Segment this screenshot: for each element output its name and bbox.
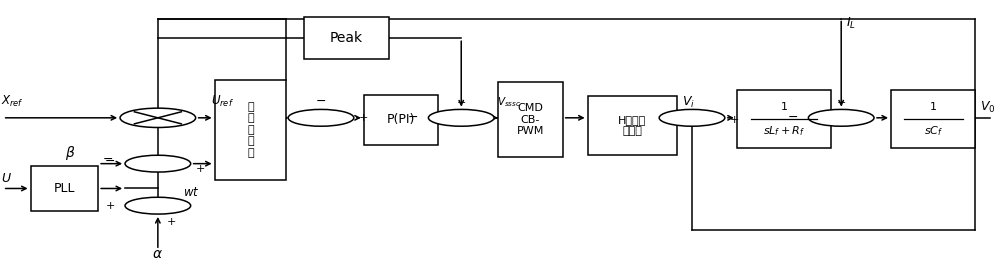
Text: +: +: [106, 201, 115, 211]
Text: +: +: [196, 164, 205, 174]
Text: +: +: [837, 98, 846, 108]
Text: CMD
CB-
PWM: CMD CB- PWM: [517, 103, 544, 136]
Text: +: +: [730, 115, 739, 125]
Text: $sL_f+R_f$: $sL_f+R_f$: [763, 124, 805, 138]
Text: −: −: [103, 153, 113, 166]
Text: PLL: PLL: [54, 182, 75, 195]
Bar: [498, 82, 563, 157]
Text: +: +: [359, 113, 368, 123]
Text: −: −: [788, 111, 799, 124]
Text: $U$: $U$: [1, 172, 12, 185]
Text: $X_{ref}$: $X_{ref}$: [1, 94, 24, 109]
Text: −: −: [316, 95, 326, 108]
Text: H桥级联
逆变器: H桥级联 逆变器: [618, 115, 646, 136]
Text: 1: 1: [781, 102, 788, 112]
Text: 1: 1: [930, 102, 937, 112]
Circle shape: [288, 110, 354, 126]
Text: $I_L$: $I_L$: [846, 16, 856, 31]
Text: P(PI): P(PI): [387, 113, 415, 126]
Bar: [364, 95, 438, 145]
Circle shape: [659, 110, 725, 126]
Circle shape: [428, 110, 494, 126]
Text: +: +: [166, 217, 176, 227]
Bar: [304, 17, 389, 59]
Text: $\alpha$: $\alpha$: [152, 247, 163, 261]
Text: +: +: [457, 98, 466, 108]
Text: 瞬
时
计
算
值: 瞬 时 计 算 值: [247, 102, 254, 158]
Circle shape: [125, 197, 191, 214]
Text: $wt$: $wt$: [183, 186, 199, 199]
Text: $sC_f$: $sC_f$: [924, 124, 943, 138]
Bar: [215, 80, 286, 180]
Text: −: −: [105, 155, 115, 168]
Text: −: −: [408, 111, 419, 124]
Bar: [891, 90, 975, 148]
Text: $V_i$: $V_i$: [682, 95, 695, 110]
Text: $V_{sssc}$: $V_{sssc}$: [497, 96, 521, 110]
Circle shape: [808, 110, 874, 126]
Bar: [588, 96, 677, 155]
Text: $V_0$: $V_0$: [980, 100, 996, 115]
Bar: [31, 166, 98, 211]
Text: Peak: Peak: [330, 31, 363, 45]
Bar: [737, 90, 831, 148]
Text: $\beta$: $\beta$: [65, 144, 76, 162]
Circle shape: [120, 108, 196, 128]
Circle shape: [125, 155, 191, 172]
Text: $U_{ref}$: $U_{ref}$: [211, 94, 234, 109]
